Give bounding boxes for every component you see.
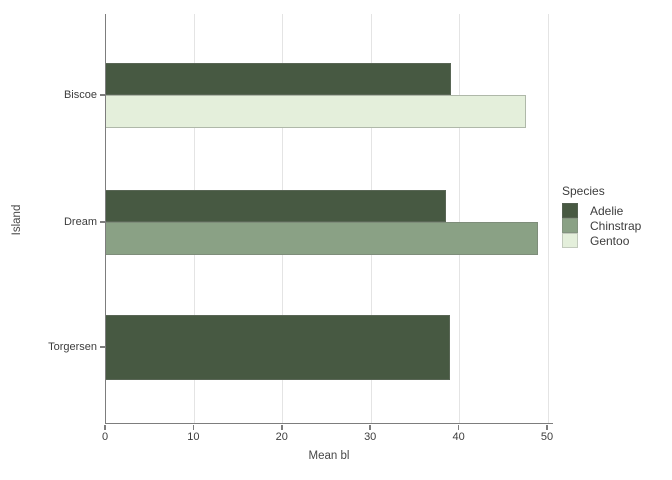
y-tick-label: Biscoe [63,89,97,101]
bar-biscoe-adelie [106,62,451,95]
x-tick-label: 50 [540,431,554,443]
y-tick-label: Dream [63,216,97,228]
x-tick-mark [281,424,283,430]
legend-item-adelie: Adelie [562,203,641,218]
x-tick-label: 40 [452,431,465,443]
x-tick-label: 20 [275,431,288,443]
legend: Species Adelie Chinstrap Gentoo [562,184,641,248]
legend-swatch-adelie-icon [562,203,578,218]
x-tick-label: 0 [101,431,109,443]
y-tick-mark [100,94,105,96]
legend-swatch-chinstrap-icon [562,218,578,233]
x-tick-mark [457,424,460,430]
legend-title: Species [562,184,605,198]
x-tick-mark [369,424,371,430]
legend-swatch-gentoo-icon [562,233,578,248]
legend-label: Gentoo [590,233,630,248]
plot-area [105,14,553,424]
legend-item-gentoo: Gentoo [562,233,641,248]
x-tick-label: 30 [364,431,377,443]
x-axis-title: Mean bl [308,450,350,462]
x-tick-mark [546,424,548,430]
gridline [547,14,549,423]
y-tick-mark [100,346,105,348]
x-tick-mark [104,424,106,430]
legend-label: Chinstrap [590,218,642,233]
y-tick-label: Torgersen [48,341,97,353]
gridline [459,14,461,423]
bar-dream-chinstrap [106,222,538,255]
x-tick-mark [192,424,195,430]
bar-torgersen-adelie [106,314,451,380]
legend-item-chinstrap: Chinstrap [562,218,641,233]
y-tick-mark [100,221,105,223]
legend-label: Adelie [590,203,624,218]
bar-dream-adelie [106,189,447,222]
legend-items: Adelie Chinstrap Gentoo [562,203,641,248]
bar-biscoe-gentoo [106,95,526,128]
x-tick-label: 10 [187,431,200,443]
